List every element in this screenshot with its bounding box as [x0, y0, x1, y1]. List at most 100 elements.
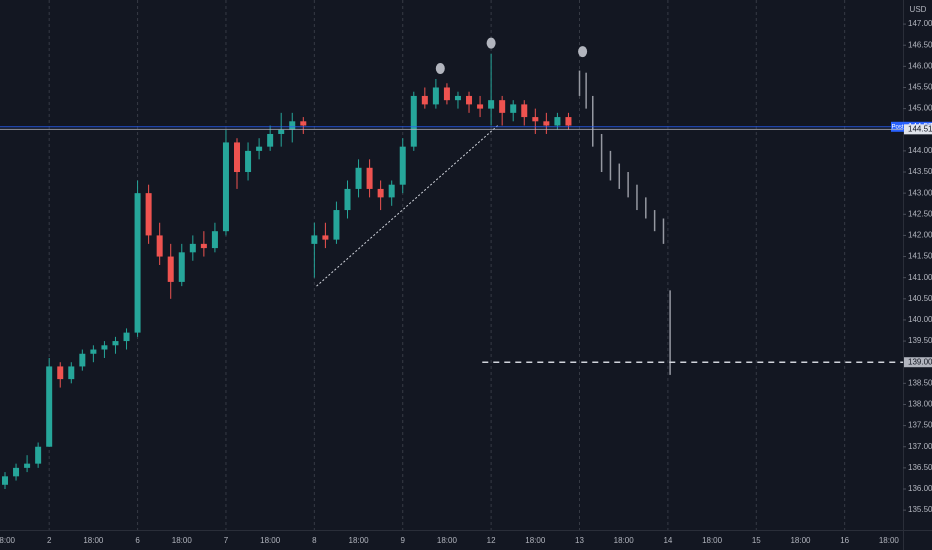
x-tick-label: 18:00: [0, 536, 16, 545]
candle-body: [289, 121, 296, 130]
candle-body: [443, 87, 450, 101]
candle-body: [267, 133, 274, 147]
candle-body: [200, 243, 207, 249]
y-tick-label: 138.00: [908, 400, 932, 409]
candle-body: [35, 446, 42, 464]
candle-body: [432, 87, 439, 105]
candle-body: [554, 117, 561, 126]
candle-body: [90, 349, 97, 354]
trend-line: [316, 125, 499, 287]
y-tick-label: 145.50: [908, 83, 932, 92]
candle-body: [222, 142, 229, 232]
candle-body: [1, 476, 8, 485]
candle-body: [112, 341, 119, 346]
marker: [578, 46, 588, 58]
candle-body: [488, 100, 495, 109]
candle-body: [189, 243, 196, 253]
y-tick-label: 146.00: [908, 61, 932, 70]
price-label: 144.51: [908, 124, 932, 133]
candle-body: [278, 129, 285, 134]
x-tick-label: 13: [575, 536, 584, 545]
candle-body: [344, 188, 351, 211]
target-label-box: [904, 357, 932, 368]
candle-body: [211, 231, 218, 249]
y-tick-label: 142.00: [908, 231, 932, 240]
candle-body: [499, 100, 506, 113]
price-tag: Post: [891, 124, 903, 130]
y-tick-label: 137.00: [908, 442, 932, 451]
target-label: 139.00: [908, 357, 932, 366]
candle-body: [333, 210, 340, 240]
x-tick-label: 18:00: [349, 536, 370, 545]
candle-body: [256, 146, 263, 151]
x-tick-label: 18:00: [437, 536, 458, 545]
x-tick-label: 18:00: [790, 536, 811, 545]
x-tick-label: 18:00: [702, 536, 723, 545]
candle-body: [101, 345, 108, 350]
y-tick-label: 137.50: [908, 421, 932, 430]
candle-body: [565, 117, 572, 126]
candle-body: [388, 184, 395, 198]
candle-body: [322, 235, 329, 240]
candle-body: [134, 193, 141, 333]
y-tick-label: 139.50: [908, 336, 932, 345]
candle-body: [178, 252, 185, 282]
y-tick-label: 136.50: [908, 463, 932, 472]
candle-body: [454, 95, 461, 101]
price-label-box: [904, 124, 932, 135]
x-tick-label: 14: [663, 536, 672, 545]
candle-body: [355, 167, 362, 189]
candle-body: [421, 95, 428, 105]
y-tick-label: 145.00: [908, 104, 932, 113]
candle-body: [79, 353, 86, 367]
candle-body: [57, 366, 64, 380]
y-tick-label: 146.50: [908, 40, 932, 49]
candle-body: [123, 332, 130, 342]
x-tick-label: 18:00: [614, 536, 635, 545]
y-tick-label: 142.50: [908, 209, 932, 218]
candle-body: [510, 104, 517, 113]
x-tick-label: 15: [752, 536, 761, 545]
x-tick-label: 18:00: [260, 536, 281, 545]
candle-body: [466, 95, 473, 105]
price-tag-box: [891, 121, 904, 132]
y-tick-label: 147.00: [908, 19, 932, 28]
candle-body: [13, 467, 20, 477]
y-tick-label: 140.50: [908, 294, 932, 303]
marker: [486, 37, 496, 49]
x-tick-label: 9: [401, 536, 406, 545]
candle-body: [532, 117, 539, 122]
candle-body: [477, 104, 484, 109]
candle-body: [399, 146, 406, 185]
candle-body: [156, 235, 163, 257]
y-tick-label: 143.00: [908, 188, 932, 197]
x-tick-label: 18:00: [83, 536, 104, 545]
candle-body: [300, 121, 307, 126]
x-tick-label: 8: [312, 536, 317, 545]
y-tick-label: 140.00: [908, 315, 932, 324]
candle-body: [410, 95, 417, 147]
x-tick-label: 7: [224, 536, 229, 545]
candle-body: [543, 121, 550, 126]
x-tick-label: 2: [47, 536, 52, 545]
candle-body: [234, 142, 241, 173]
marker: [435, 62, 445, 74]
candle-body: [521, 104, 528, 118]
y-tick-label: 138.50: [908, 378, 932, 387]
x-tick-label: 18:00: [172, 536, 193, 545]
candle-body: [24, 463, 31, 468]
y-tick-label: 141.00: [908, 273, 932, 282]
x-tick-label: 18:00: [525, 536, 546, 545]
y-tick-label: 144.00: [908, 146, 932, 155]
x-tick-label: 16: [840, 536, 849, 545]
candle-body: [366, 167, 373, 189]
candle-body: [377, 188, 384, 198]
y-tick-label: 141.50: [908, 252, 932, 261]
candle-body: [46, 366, 53, 447]
currency-label: USD: [910, 5, 927, 14]
candle-body: [68, 366, 75, 380]
y-tick-label: 136.00: [908, 484, 932, 493]
candle-body: [167, 256, 174, 282]
